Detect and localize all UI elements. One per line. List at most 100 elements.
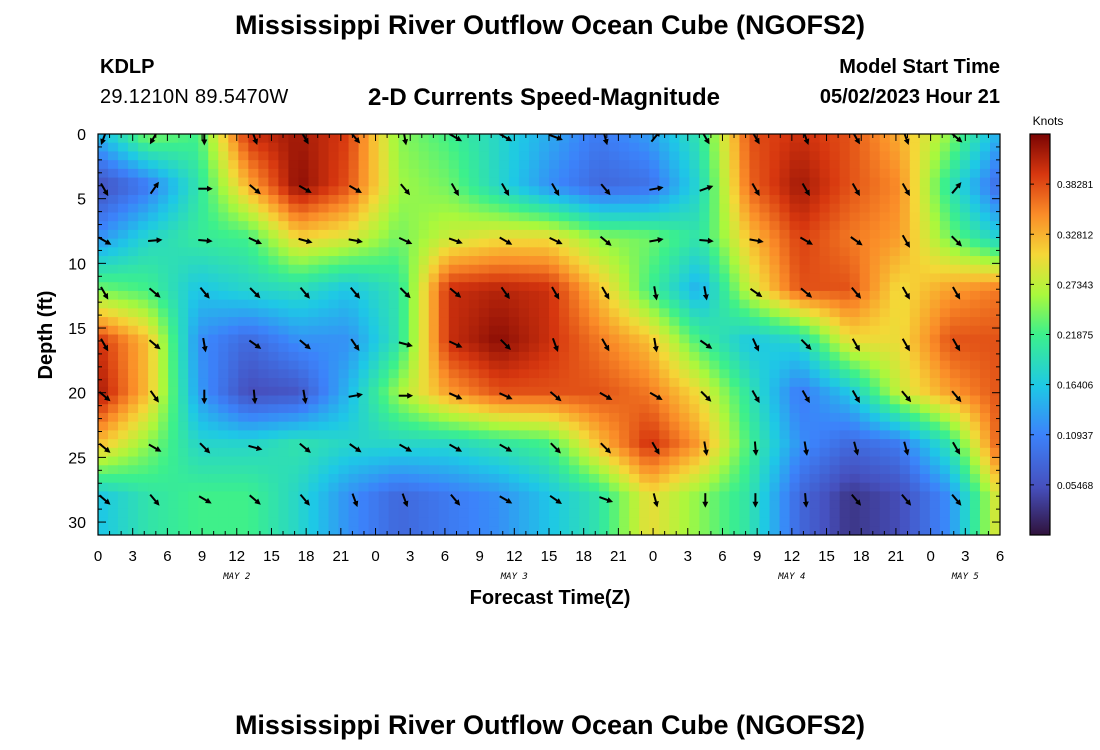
heatmap-cell bbox=[549, 134, 560, 144]
heatmap-cell bbox=[699, 299, 710, 309]
heatmap-cell bbox=[949, 526, 961, 535]
heatmap-cell bbox=[889, 439, 901, 449]
heatmap-cell bbox=[859, 378, 871, 388]
heatmap-cell bbox=[458, 247, 470, 257]
heatmap-cell bbox=[388, 456, 400, 466]
heatmap-cell bbox=[248, 378, 259, 388]
heatmap-cell bbox=[909, 229, 921, 240]
heatmap-cell bbox=[528, 456, 540, 466]
heatmap-cell bbox=[338, 256, 350, 266]
heatmap-cell bbox=[408, 186, 420, 196]
heatmap-cell bbox=[178, 299, 189, 309]
colorbar-tick-label: 0.05468 bbox=[1057, 481, 1094, 492]
heatmap-cell bbox=[769, 526, 781, 535]
heatmap-cell bbox=[699, 447, 710, 458]
heatmap-cell bbox=[148, 439, 159, 449]
heatmap-cell bbox=[819, 473, 831, 484]
heatmap-cell bbox=[769, 386, 781, 397]
heatmap-cell bbox=[228, 317, 239, 327]
heatmap-cell bbox=[609, 465, 620, 475]
heatmap-cell bbox=[488, 526, 500, 535]
heatmap-cell bbox=[969, 195, 981, 205]
heatmap-cell bbox=[739, 186, 751, 196]
heatmap-cell bbox=[779, 351, 791, 362]
heatmap-cell bbox=[298, 160, 310, 170]
heatmap-cell bbox=[268, 456, 279, 466]
heatmap-cell bbox=[919, 134, 931, 144]
y-tick-label: 5 bbox=[77, 192, 86, 209]
heatmap-cell bbox=[338, 386, 350, 397]
heatmap-cell bbox=[318, 465, 330, 475]
heatmap-cell bbox=[769, 351, 781, 362]
heatmap-cell bbox=[939, 508, 951, 519]
heatmap-cell bbox=[669, 517, 680, 527]
heatmap-cell bbox=[318, 308, 330, 318]
heatmap-cell bbox=[278, 142, 290, 153]
heatmap-cell bbox=[138, 412, 149, 423]
heatmap-cell bbox=[98, 221, 109, 231]
heatmap-cell bbox=[458, 386, 470, 397]
heatmap-cell bbox=[609, 212, 620, 222]
current-arrow bbox=[199, 286, 210, 299]
heatmap-cell bbox=[248, 308, 259, 318]
heatmap-cell bbox=[128, 369, 139, 379]
heatmap-cell bbox=[138, 221, 149, 231]
heatmap-cell bbox=[929, 421, 941, 431]
heatmap-cell bbox=[198, 264, 209, 275]
heatmap-cell bbox=[599, 247, 610, 257]
heatmap-cell bbox=[819, 508, 831, 519]
heatmap-cell bbox=[168, 351, 179, 362]
heatmap-cell bbox=[629, 212, 640, 222]
heatmap-cell bbox=[468, 526, 480, 535]
heatmap-cell bbox=[599, 308, 610, 318]
heatmap-cell bbox=[148, 142, 159, 153]
heatmap-cell bbox=[749, 264, 761, 275]
heatmap-cell bbox=[388, 195, 400, 205]
heatmap-cell bbox=[328, 290, 340, 301]
heatmap-cell bbox=[158, 168, 169, 179]
heatmap-cell bbox=[288, 456, 300, 466]
heatmap-cell bbox=[148, 491, 159, 501]
heatmap-cell bbox=[949, 212, 961, 222]
heatmap-cell bbox=[518, 325, 530, 336]
heatmap-cell bbox=[458, 142, 470, 153]
heatmap-cell bbox=[569, 264, 580, 275]
heatmap-cell bbox=[98, 473, 109, 484]
heatmap-cell bbox=[228, 325, 239, 336]
heatmap-cell bbox=[428, 517, 440, 527]
x-date-label: MAY 5 bbox=[951, 572, 979, 582]
heatmap-cell bbox=[989, 473, 1000, 484]
heatmap-cell bbox=[629, 447, 640, 458]
heatmap-cell bbox=[589, 238, 600, 248]
current-arrow bbox=[550, 442, 561, 454]
heatmap-cell bbox=[929, 256, 941, 266]
heatmap-cell bbox=[549, 334, 560, 344]
heatmap-cell bbox=[508, 142, 520, 153]
heatmap-cell bbox=[579, 447, 590, 458]
heatmap-cell bbox=[288, 195, 300, 205]
heatmap-cell bbox=[338, 142, 350, 153]
heatmap-cell bbox=[468, 203, 480, 214]
heatmap-cell bbox=[428, 360, 440, 370]
heatmap-cell bbox=[358, 369, 370, 379]
heatmap-cell bbox=[308, 395, 320, 405]
heatmap-cell bbox=[118, 238, 129, 248]
heatmap-cell bbox=[238, 325, 249, 336]
heatmap-cell bbox=[689, 160, 700, 170]
heatmap-cell bbox=[849, 247, 861, 257]
heatmap-cell bbox=[238, 500, 249, 510]
heatmap-cell bbox=[288, 229, 300, 240]
heatmap-cell bbox=[408, 195, 420, 205]
heatmap-cell bbox=[549, 177, 560, 187]
heatmap-cell bbox=[989, 238, 1000, 248]
heatmap-cell bbox=[769, 491, 781, 501]
heatmap-cell bbox=[649, 378, 660, 388]
heatmap-cell bbox=[258, 290, 269, 301]
heatmap-cell bbox=[869, 290, 881, 301]
heatmap-cell bbox=[208, 465, 219, 475]
heatmap-cell bbox=[779, 508, 791, 519]
heatmap-cell bbox=[779, 256, 791, 266]
heatmap-cell bbox=[569, 212, 580, 222]
heatmap-cell bbox=[288, 282, 300, 292]
heatmap-cell bbox=[779, 151, 791, 161]
